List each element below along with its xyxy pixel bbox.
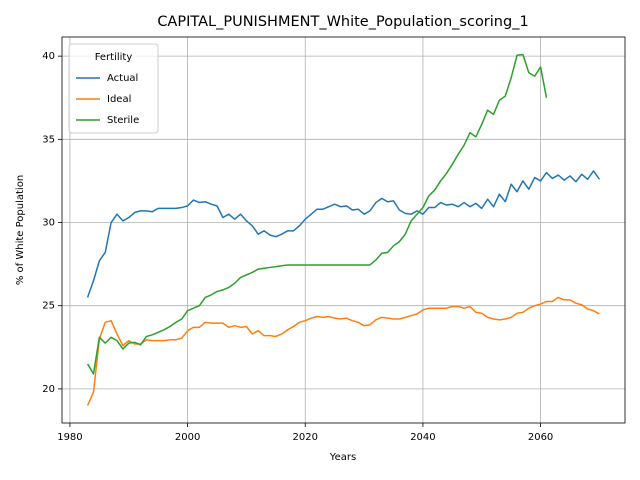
y-axis-label: % of White Population — [15, 175, 26, 285]
x-tick-label: 2000 — [175, 432, 200, 443]
axes-frame — [61, 36, 626, 424]
y-tick-label: 30 — [42, 218, 55, 229]
y-tick-label: 40 — [42, 51, 55, 62]
series-line — [86, 53, 548, 375]
x-tick-label: 1980 — [57, 432, 82, 443]
legend-label: Sterile — [107, 115, 139, 126]
x-tick-label: 2040 — [410, 432, 435, 443]
legend-label: Ideal — [107, 94, 131, 105]
x-axis-label: Years — [329, 452, 356, 463]
y-tick-label: 35 — [42, 134, 55, 145]
series-line — [86, 170, 601, 298]
x-tick-label: 2020 — [293, 432, 318, 443]
series-line — [86, 296, 600, 406]
y-tick-label: 20 — [42, 384, 55, 395]
legend-title: Fertility — [95, 52, 133, 63]
x-tick-label: 2060 — [528, 432, 553, 443]
chart-title: CAPITAL_PUNISHMENT_White_Population_scor… — [157, 14, 528, 30]
y-tick-label: 25 — [42, 301, 55, 312]
legend-label: Actual — [107, 73, 138, 84]
legend-box — [68, 43, 159, 134]
